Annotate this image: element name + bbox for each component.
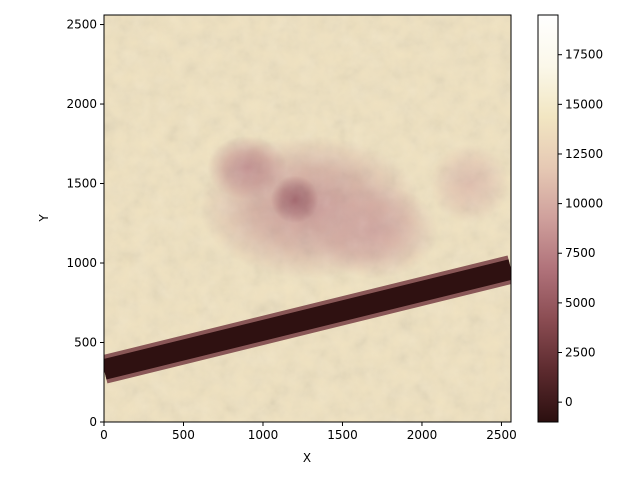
x-axis-label: X [303,451,311,465]
y-tick-label: 1000 [66,256,97,270]
plot-frame [103,14,512,423]
x-tick-label: 500 [172,428,195,442]
y-tick-label: 2500 [66,18,97,32]
x-tick-label: 2500 [486,428,517,442]
x-axis: 0 500 1000 1500 2000 2500 [100,422,517,442]
x-tick-label: 0 [100,428,108,442]
colorbar-tick-label: 5000 [565,296,596,310]
y-tick-label: 500 [74,336,97,350]
plot-area [103,14,512,423]
colorbar: 0 2500 5000 7500 10000 12500 15000 17500 [537,14,603,423]
y-tick-label: 0 [89,415,97,429]
colorbar-tick-label: 10000 [565,197,603,211]
colorbar-tick-label: 17500 [565,48,603,62]
colorbar-tick-label: 12500 [565,147,603,161]
y-tick-label: 1500 [66,177,97,191]
colorbar-tick-label: 7500 [565,246,596,260]
heatmap-band [104,259,511,380]
y-axis-label: Y [37,214,51,223]
x-tick-label: 1500 [327,428,358,442]
colorbar-tick-label: 15000 [565,97,603,111]
y-tick-label: 2000 [66,97,97,111]
colorbar-scale [537,14,559,423]
x-tick-label: 2000 [407,428,438,442]
y-axis: 0 500 1000 1500 2000 2500 [66,18,104,429]
x-tick-label: 1000 [248,428,279,442]
colorbar-tick-label: 2500 [565,346,596,360]
colorbar-tick-label: 0 [565,395,573,409]
